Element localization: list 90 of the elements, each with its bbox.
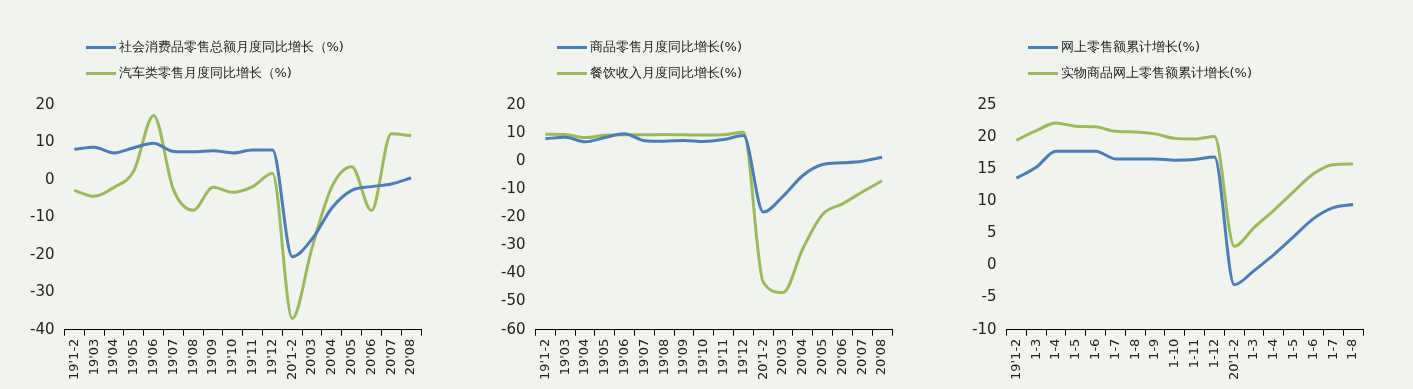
x-tick-label: 19'03 xyxy=(85,338,101,376)
x-tick-label: 20'06 xyxy=(362,338,378,376)
x-tick-label: 20'07 xyxy=(853,338,869,376)
x-tick-label: 19'11 xyxy=(715,338,731,376)
x-tick-label: 19'09 xyxy=(675,338,691,376)
legend-label: 实物商品网上零售额累计增长(%) xyxy=(1060,64,1252,82)
y-tick-label: 0 xyxy=(44,169,55,188)
x-tick-label: 19'05 xyxy=(125,338,141,376)
y-tick-label: 20 xyxy=(977,126,997,145)
x-tick-label: 20'1-2 xyxy=(283,338,299,381)
x-tick-label: 19'03 xyxy=(556,338,572,376)
x-tick-label: 19'12 xyxy=(263,338,279,376)
x-tick-label: 20'04 xyxy=(794,338,810,376)
y-tick-label: -10 xyxy=(972,319,997,338)
x-tick-label: 19'06 xyxy=(145,338,160,376)
x-tick-label: 1-5 xyxy=(1067,338,1083,360)
x-tick-label: 1-7 xyxy=(1106,338,1122,360)
y-tick-label: -40 xyxy=(30,319,55,338)
x-tick-label: 19'10 xyxy=(224,338,240,376)
y-tick-label: -30 xyxy=(501,235,526,254)
y-tick-label: 20 xyxy=(506,94,526,113)
y-tick-label: -30 xyxy=(30,282,55,301)
y-tick-label: -40 xyxy=(501,263,526,282)
line-series xyxy=(1014,121,1355,248)
x-tick-label: 1-8 xyxy=(1126,338,1142,360)
line-series xyxy=(1014,149,1355,287)
x-tick-label: 1-3 xyxy=(1245,338,1261,360)
x-tick-label: 19'11 xyxy=(244,338,260,376)
x-tick-label: 19'06 xyxy=(616,338,631,376)
y-tick-label: 0 xyxy=(515,151,526,170)
x-tick-label: 19'12 xyxy=(734,338,750,376)
x-tick-label: 19'1-2 xyxy=(536,338,552,381)
y-tick-label: -60 xyxy=(501,319,526,338)
x-tick-label: 19'08 xyxy=(184,338,200,376)
x-tick-label: 19'1-2 xyxy=(65,338,81,381)
x-tick-label: 20'1-2 xyxy=(754,338,770,381)
line-series xyxy=(72,141,413,259)
x-tick-label: 1-3 xyxy=(1027,338,1043,360)
y-tick-label: -50 xyxy=(501,291,526,310)
x-tick-label: 19'04 xyxy=(105,338,121,376)
x-tick-label: 1-6 xyxy=(1304,338,1320,360)
x-tick-label: 20'08 xyxy=(873,338,889,376)
x-tick-label: 1-12 xyxy=(1205,338,1221,369)
x-tick-label: 20'06 xyxy=(833,338,849,376)
y-tick-label: -5 xyxy=(981,287,997,306)
x-tick-label: 1-9 xyxy=(1146,338,1162,360)
legend-label: 社会消费品零售总额月度同比增长（%) xyxy=(118,38,344,56)
legend-label: 汽车类零售月度同比增长（%) xyxy=(118,64,292,82)
x-tick-label: 19'10 xyxy=(695,338,711,376)
x-tick-label: 1-7 xyxy=(1324,338,1340,360)
x-tick-label: 20'08 xyxy=(402,338,418,376)
x-tick-label: 1-4 xyxy=(1047,338,1063,360)
y-tick-label: 25 xyxy=(977,94,997,113)
x-tick-label: 20'05 xyxy=(343,338,359,376)
x-tick-label: 20'07 xyxy=(382,338,398,376)
x-tick-label: 1-6 xyxy=(1087,338,1102,360)
x-tick-label: 19'04 xyxy=(576,338,592,376)
x-tick-label: 19'05 xyxy=(596,338,612,376)
x-tick-label: 19'09 xyxy=(204,338,220,376)
y-tick-label: -10 xyxy=(30,207,55,226)
x-tick-label: 20'03 xyxy=(303,338,319,376)
y-tick-label: 0 xyxy=(986,255,997,274)
x-tick-label: 1-4 xyxy=(1265,338,1281,360)
y-tick-label: 5 xyxy=(986,223,997,242)
x-tick-label: 20'03 xyxy=(774,338,790,376)
y-tick-label: 20 xyxy=(35,94,55,113)
x-tick-label: 19'08 xyxy=(655,338,671,376)
x-tick-label: 1-11 xyxy=(1186,338,1202,369)
y-tick-label: 10 xyxy=(35,132,55,151)
legend-label: 网上零售额累计增长(%) xyxy=(1060,38,1200,56)
x-tick-label: 20'05 xyxy=(814,338,830,376)
y-tick-label: -20 xyxy=(501,207,526,226)
legend-label: 商品零售月度同比增长(%) xyxy=(589,38,742,56)
line-series xyxy=(543,130,884,295)
line-series xyxy=(543,132,884,214)
x-tick-label: 20'1-2 xyxy=(1225,338,1241,381)
x-tick-label: 20'04 xyxy=(323,338,339,376)
y-tick-label: 10 xyxy=(506,122,526,141)
x-tick-label: 19'07 xyxy=(635,338,651,376)
y-tick-label: -20 xyxy=(30,244,55,263)
y-tick-label: -10 xyxy=(501,179,526,198)
legend-label: 餐饮收入月度同比增长(%) xyxy=(589,64,742,82)
x-tick-label: 1-8 xyxy=(1344,338,1360,360)
x-tick-label: 1-10 xyxy=(1166,338,1182,369)
line-series xyxy=(72,113,413,320)
x-tick-label: 19'1-2 xyxy=(1007,338,1023,381)
x-tick-label: 1-5 xyxy=(1285,338,1301,360)
y-tick-label: 10 xyxy=(977,191,997,210)
y-tick-label: 15 xyxy=(977,159,997,178)
x-tick-label: 19'07 xyxy=(164,338,180,376)
